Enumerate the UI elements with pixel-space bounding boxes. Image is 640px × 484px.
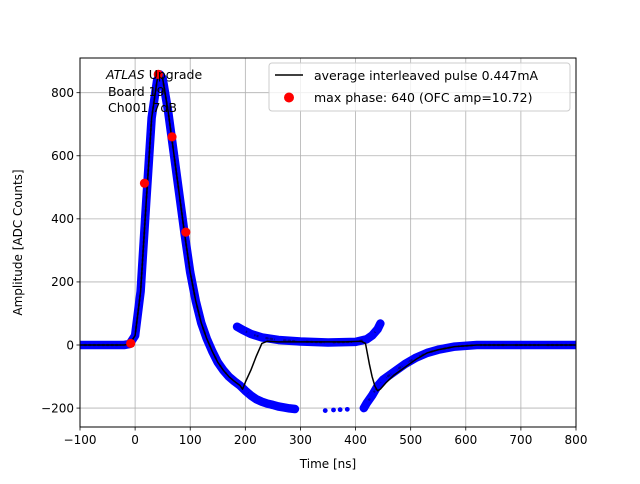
legend-label-max-phase: max phase: 640 (OFC amp=10.72) xyxy=(314,90,532,105)
max-phase-point xyxy=(167,132,177,142)
x-axis-title: Time [ns] xyxy=(299,457,356,471)
sample-point-isolated xyxy=(337,407,343,413)
sample-point xyxy=(368,391,376,400)
y-tick-label: −200 xyxy=(41,401,74,415)
sample-point xyxy=(379,376,387,384)
sample-point xyxy=(412,354,420,362)
plot-frame xyxy=(79,57,577,428)
y-axis-title: Amplitude [ADC Counts] xyxy=(11,169,25,315)
max-phase-point xyxy=(153,69,163,79)
sample-point xyxy=(368,331,376,340)
sample-point-isolated xyxy=(344,406,350,412)
sample-point-isolated xyxy=(331,407,336,413)
x-tick-label: 200 xyxy=(234,433,257,447)
sample-point xyxy=(285,404,294,412)
x-tick-label: 300 xyxy=(289,433,312,447)
sample-point xyxy=(252,395,260,403)
sample-point xyxy=(258,398,266,406)
sample-point xyxy=(274,402,282,411)
x-tick-label: 700 xyxy=(509,433,532,447)
y-tick-label: 800 xyxy=(51,86,74,100)
x-tick-label: 800 xyxy=(565,433,588,447)
x-tick-label: 600 xyxy=(454,433,477,447)
sample-point xyxy=(241,387,249,395)
max-phase-point xyxy=(139,178,150,188)
sample-point xyxy=(258,333,266,342)
sample-point xyxy=(280,403,288,412)
x-tick-label: 100 xyxy=(179,433,202,447)
legend-box xyxy=(268,62,571,112)
annotation-line-3: Ch001 7dB xyxy=(104,100,177,115)
x-tick-label: 400 xyxy=(344,433,367,447)
sample-point xyxy=(376,319,384,328)
legend: average interleaved pulse 0.447mA max ph… xyxy=(268,62,571,112)
legend-marker-swatch xyxy=(284,92,294,103)
y-tick-label: 0 xyxy=(66,338,74,352)
sample-point xyxy=(269,401,277,409)
annotation-upgrade: Upgrade xyxy=(145,67,203,82)
atlas-annotation: ATLAS Upgrade Board 19 Ch001 7dB xyxy=(104,67,202,115)
sample-point xyxy=(247,330,255,338)
sample-point xyxy=(291,405,299,413)
ticks: −100 0 100 200 300 400 500 600 700 800 −200 0 200 400… xyxy=(41,86,587,447)
x-tick-label: −100 xyxy=(64,433,97,447)
sample-point xyxy=(362,335,371,343)
sample-point xyxy=(374,325,382,333)
legend-label-average: average interleaved pulse 0.447mA xyxy=(314,68,539,83)
max-phase-point xyxy=(181,227,191,237)
sample-point-isolated xyxy=(322,408,328,413)
x-tick-label: 0 xyxy=(131,433,139,447)
plot-data xyxy=(80,69,576,414)
annotation-atlas: ATLAS xyxy=(105,67,145,82)
y-tick-label: 400 xyxy=(51,212,74,226)
sample-point xyxy=(233,323,241,331)
x-tick-label: 500 xyxy=(399,433,422,447)
sample-point xyxy=(263,400,271,408)
sample-point xyxy=(362,399,371,407)
sample-point xyxy=(247,391,255,400)
annotation-line-2: Board 19 xyxy=(104,84,165,99)
plot-area xyxy=(80,69,576,414)
y-tick-label: 600 xyxy=(51,149,74,163)
annotation-line-1: ATLAS Upgrade xyxy=(105,67,202,82)
max-phase-point xyxy=(126,338,136,349)
sample-point xyxy=(238,326,247,334)
y-tick-label: 200 xyxy=(51,275,74,289)
